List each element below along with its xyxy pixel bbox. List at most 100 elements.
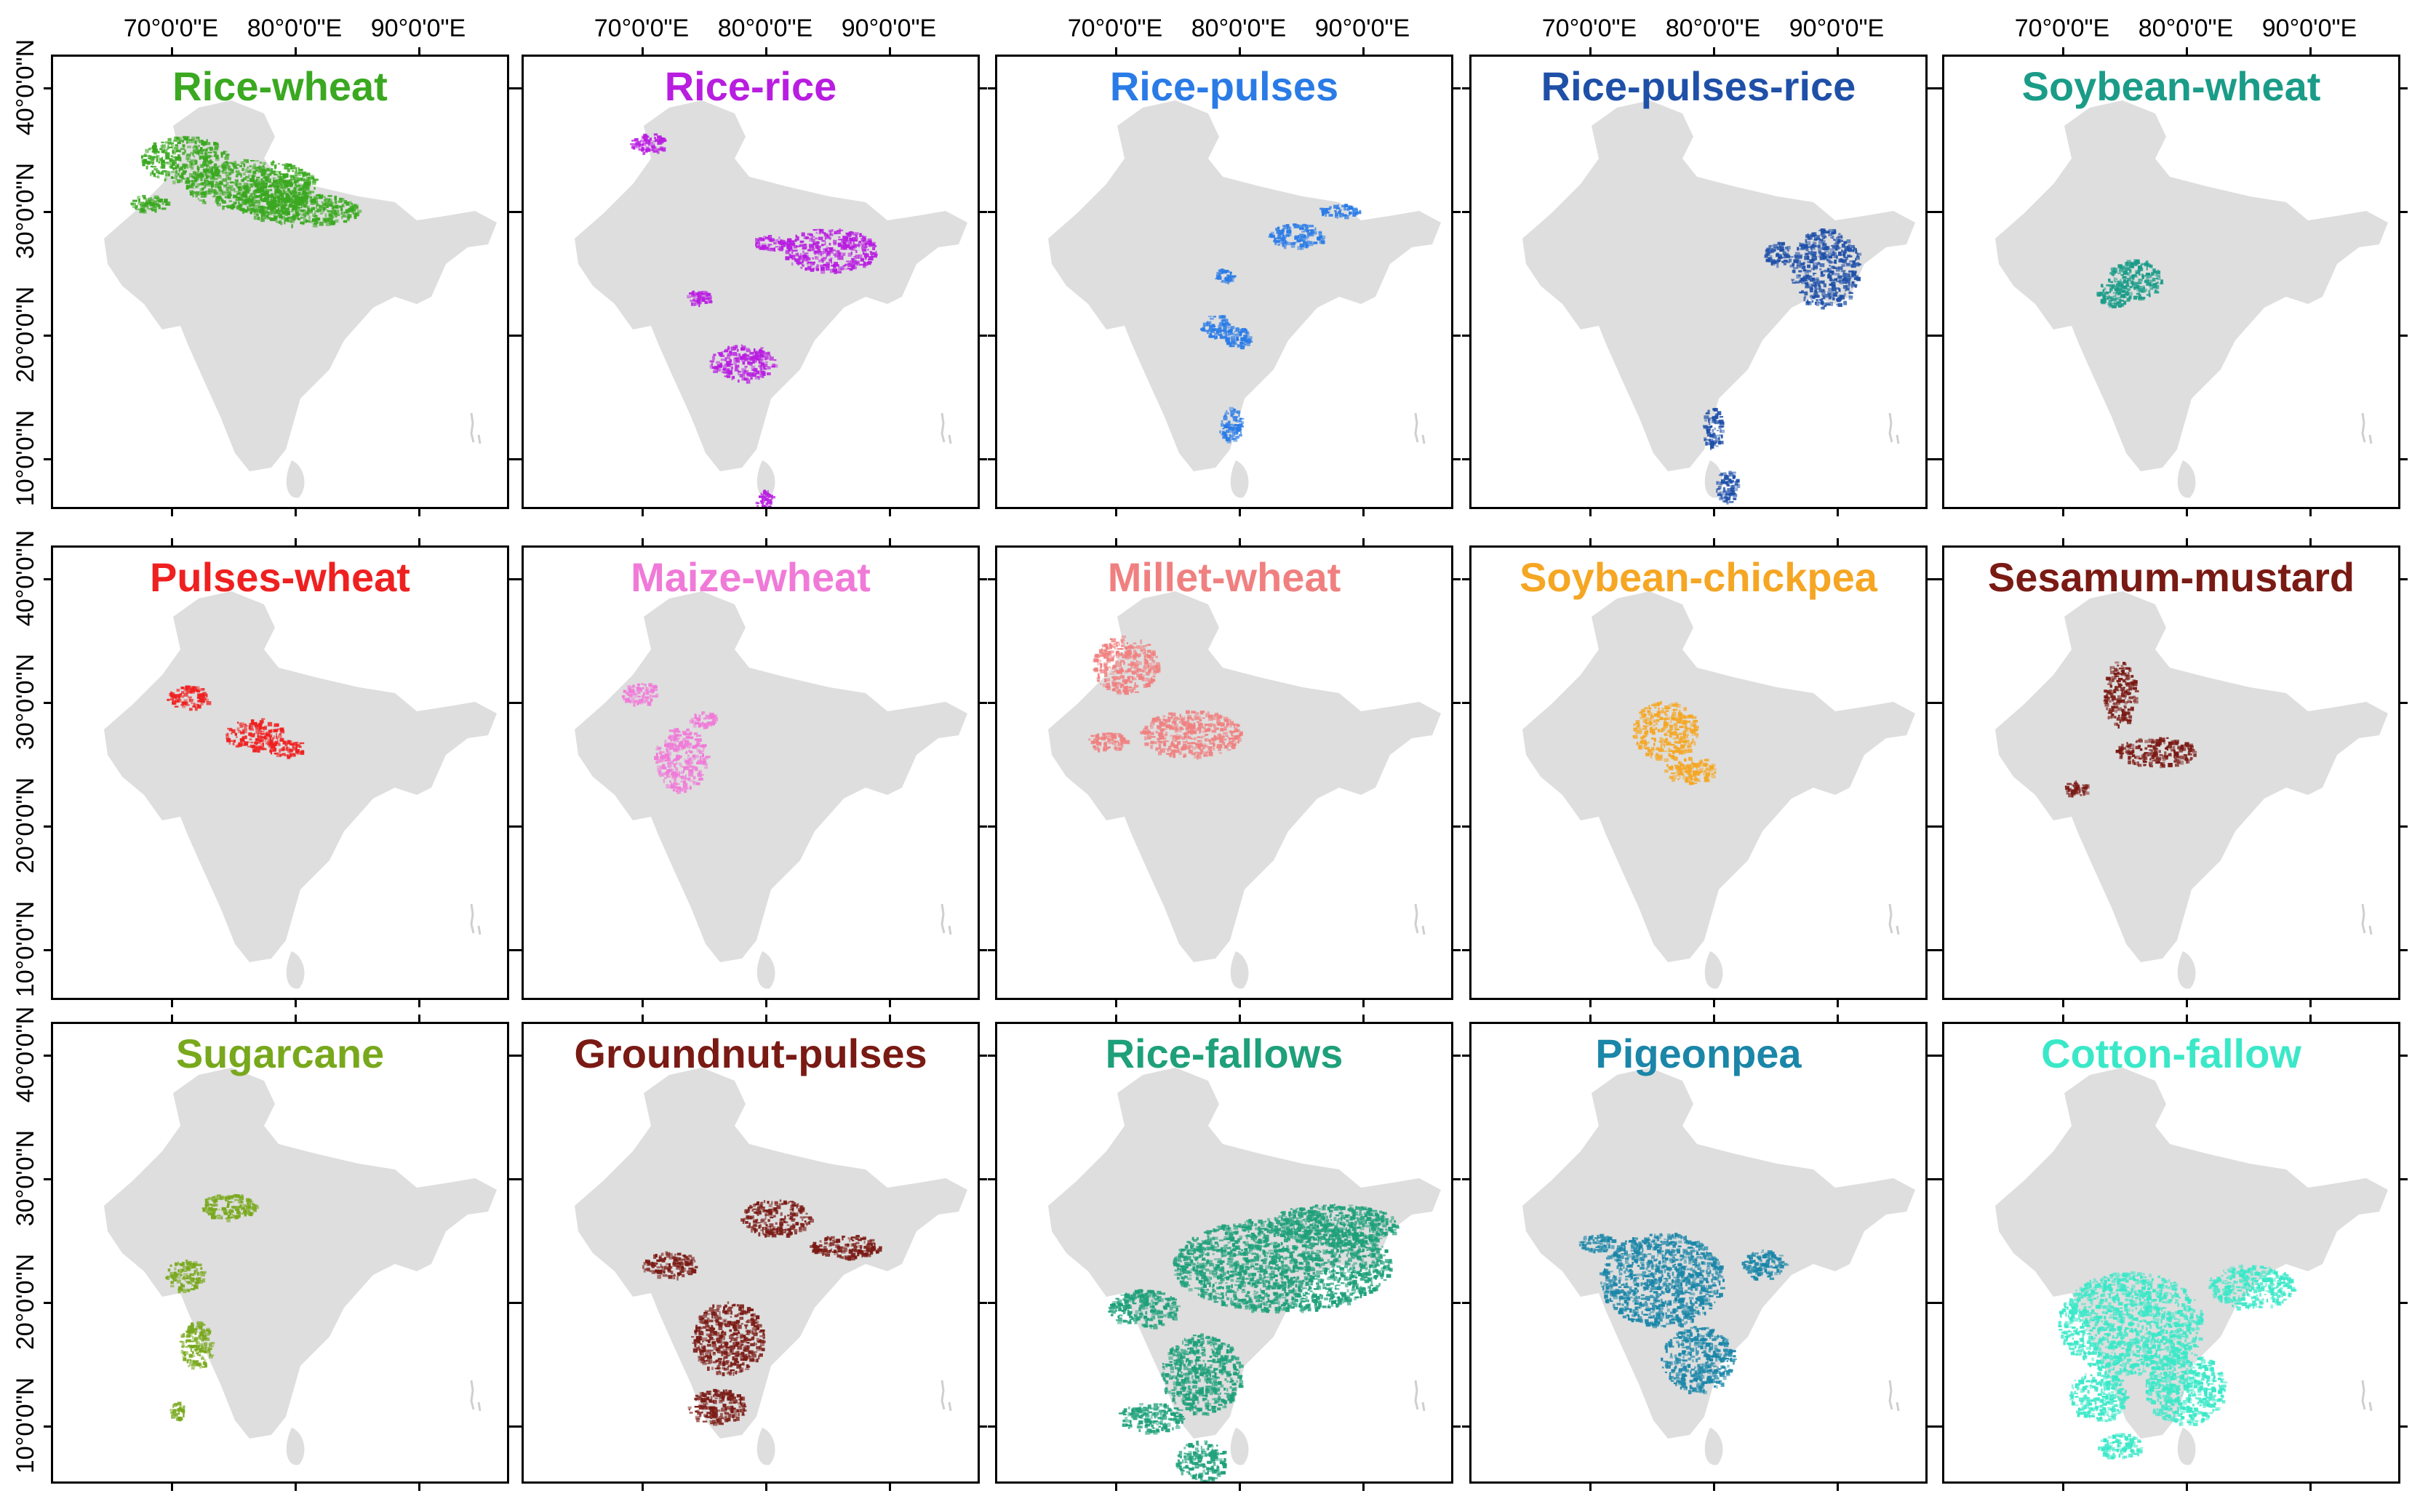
axis-tick — [2400, 825, 2408, 828]
axis-tick — [509, 578, 516, 580]
map-panel-rice-pulses: Rice-pulses — [995, 55, 1453, 509]
sri-lanka-landmass — [2177, 1428, 2196, 1465]
axis-tick — [980, 87, 987, 89]
axis-tick — [2186, 509, 2188, 516]
axis-tick — [171, 509, 173, 516]
axis-tick — [418, 1484, 420, 1491]
axis-tick — [1589, 1015, 1592, 1022]
axis-tick — [988, 578, 995, 580]
axis-tick — [1935, 1302, 1942, 1304]
axis-tick — [1462, 1425, 1469, 1428]
axis-tick — [44, 1425, 51, 1428]
south-asia-landmass — [104, 100, 497, 471]
axis-tick — [295, 538, 297, 545]
map-canvas — [104, 591, 497, 989]
axis-tick — [765, 1015, 767, 1022]
axis-tick — [514, 825, 522, 828]
axis-tick — [1115, 47, 1117, 55]
sri-lanka-landmass — [1230, 460, 1249, 498]
andaman-islands — [2361, 903, 2373, 935]
axis-tick — [44, 825, 51, 828]
axis-tick — [418, 1000, 420, 1007]
axis-tick — [765, 1000, 767, 1007]
panel-title: Millet-wheat — [1107, 554, 1341, 600]
south-asia-landmass — [575, 100, 967, 471]
andaman-islands — [1414, 412, 1426, 444]
axis-tick — [1453, 825, 1461, 828]
map-panel-cotton-fallow: Cotton-fallow — [1942, 1022, 2400, 1484]
axis-tick — [1837, 1015, 1839, 1022]
axis-tick — [44, 1055, 51, 1057]
panel-title: Sesamum-mustard — [1987, 554, 2355, 600]
crop-distribution — [1088, 635, 1243, 760]
andaman-islands — [1888, 1380, 1900, 1412]
axis-tick — [514, 1302, 522, 1304]
axis-tick — [642, 509, 644, 516]
longitude-label: 90°0'0"E — [1789, 15, 1885, 42]
axis-tick — [889, 1484, 891, 1491]
axis-tick — [1928, 1178, 1935, 1180]
axis-tick — [2309, 1000, 2312, 1007]
panel-title: Soybean-wheat — [2021, 63, 2321, 109]
axis-tick — [889, 47, 891, 55]
axis-tick — [1713, 538, 1715, 545]
axis-tick — [1453, 949, 1461, 951]
axis-tick — [1935, 1178, 1942, 1180]
crop-distribution — [1578, 1233, 1789, 1395]
axis-tick — [2186, 1000, 2188, 1007]
axis-tick — [980, 578, 987, 580]
axis-tick — [1453, 1425, 1461, 1428]
axis-tick — [988, 87, 995, 89]
axis-tick — [2062, 509, 2064, 516]
crop-distribution — [642, 1199, 882, 1426]
axis-tick — [2062, 538, 2064, 545]
map-panel-sugarcane: Sugarcane — [51, 1022, 509, 1484]
axis-tick — [514, 949, 522, 951]
panel-title: Pigeonpea — [1595, 1031, 1802, 1076]
axis-tick — [1453, 458, 1461, 460]
axis-tick — [2309, 509, 2312, 516]
axis-tick — [1928, 458, 1935, 460]
sri-lanka-landmass — [1230, 1428, 1249, 1465]
axis-tick — [1935, 949, 1942, 951]
panel-title: Maize-wheat — [631, 554, 871, 600]
axis-tick — [988, 702, 995, 704]
crop-distribution — [630, 133, 878, 507]
axis-tick — [889, 1000, 891, 1007]
axis-tick — [509, 458, 516, 460]
axis-tick — [1239, 538, 1241, 545]
axis-tick — [980, 1178, 987, 1180]
axis-tick — [2400, 1055, 2408, 1057]
axis-tick — [1935, 458, 1942, 460]
sri-lanka-landmass — [286, 1428, 305, 1465]
andaman-islands — [1888, 903, 1900, 935]
south-asia-landmass — [1522, 1068, 1915, 1439]
andaman-islands — [470, 903, 482, 935]
axis-tick — [1453, 1302, 1461, 1304]
panel-title: Rice-wheat — [172, 63, 388, 109]
axis-tick — [1453, 702, 1461, 704]
map-panel-soybean-wheat: Soybean-wheat — [1942, 55, 2400, 509]
axis-tick — [1837, 47, 1839, 55]
axis-tick — [509, 1178, 516, 1180]
crop-distribution — [2064, 661, 2197, 798]
andaman-islands — [1414, 1380, 1426, 1412]
axis-tick — [765, 47, 767, 55]
axis-tick — [2400, 1425, 2408, 1428]
axis-tick — [1453, 1178, 1461, 1180]
latitude-label: 40°0'0"N — [12, 1006, 39, 1103]
axis-tick — [642, 1015, 644, 1022]
axis-tick — [1589, 509, 1592, 516]
south-asia-landmass — [104, 1068, 497, 1439]
axis-tick — [514, 702, 522, 704]
axis-tick — [2400, 335, 2408, 337]
axis-tick — [980, 211, 987, 213]
axis-tick — [2062, 47, 2064, 55]
map-canvas — [1995, 1068, 2388, 1465]
map-panel-sesamum-mustard: Sesamum-mustard — [1942, 545, 2400, 1000]
map-panel-soybean-chickpea: Soybean-chickpea — [1469, 545, 1928, 1000]
axis-tick — [509, 949, 516, 951]
axis-tick — [980, 458, 987, 460]
axis-tick — [1115, 1000, 1117, 1007]
